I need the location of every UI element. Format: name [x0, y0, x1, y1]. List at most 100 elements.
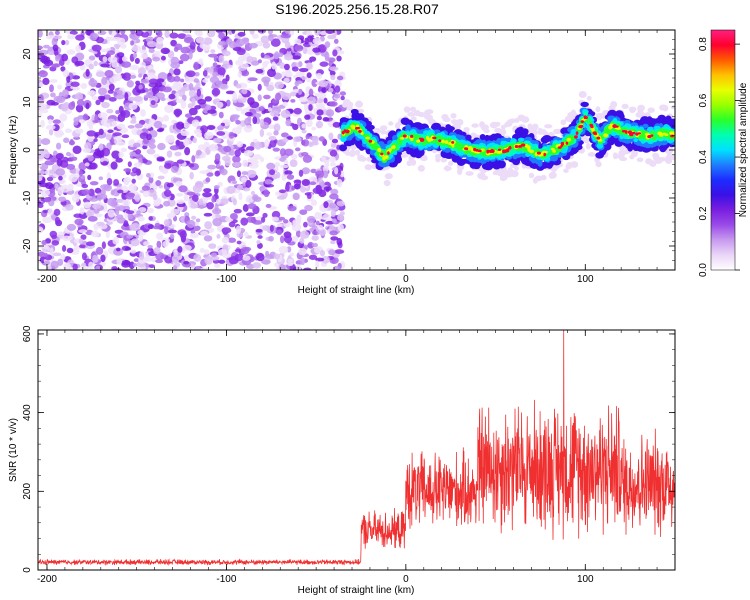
spectrogram-cell	[51, 234, 58, 239]
spectrogram-cell	[410, 106, 416, 112]
spectrogram-cell	[66, 49, 76, 55]
spectrogram-cell	[107, 209, 116, 218]
spectrogram-cell	[246, 216, 255, 223]
spectrogram-cell	[463, 127, 470, 132]
spectrogram-cell	[68, 102, 76, 110]
spectrogram-cell	[263, 189, 270, 198]
spectrogram-cell	[284, 41, 291, 49]
spectrogram-cell	[323, 201, 329, 209]
spectrogram-cell	[131, 178, 136, 184]
spectrogram-cell	[72, 145, 82, 155]
spectrogram-cell	[245, 146, 255, 152]
spectrogram-cell	[112, 132, 122, 137]
spectrogram-cell	[169, 233, 175, 240]
spectrogram-cell	[279, 62, 285, 69]
spectrogram-cell	[315, 184, 322, 192]
spectrogram-cell	[85, 102, 90, 110]
spectrogram-cell	[157, 30, 163, 37]
spectrogram-cell	[274, 81, 284, 90]
spectrogram-cell	[194, 180, 204, 189]
spectrogram-cell	[134, 57, 140, 65]
spectrogram-cell	[121, 61, 132, 68]
spectrogram-cell	[98, 143, 104, 151]
spectrogram-cell	[217, 249, 228, 256]
spectrogram-cell	[43, 59, 54, 67]
spectrogram-cell	[563, 168, 569, 173]
spectrogram-cell	[48, 128, 54, 136]
spectrogram-cell	[147, 244, 153, 249]
spectrogram-cell	[127, 125, 135, 129]
spectrogram-cell	[207, 164, 217, 170]
spectrogram-cell	[242, 159, 249, 168]
spectrogram-cell	[290, 153, 298, 160]
spectrogram-cell	[177, 33, 187, 39]
spectrogram-cell	[330, 74, 336, 81]
spectrogram-cell	[91, 203, 102, 209]
spectrogram-cell	[268, 235, 274, 242]
spectrogram-cell	[184, 146, 191, 156]
spectrogram-cell	[84, 162, 90, 167]
spectrogram-cell	[169, 145, 180, 151]
spectrogram-cell	[54, 183, 59, 190]
spectrogram-cell	[329, 230, 338, 236]
spectrogram-cell	[39, 82, 44, 87]
spectrogram-cell	[213, 56, 218, 62]
spectrogram-cell	[155, 259, 164, 264]
spectrogram-cell	[74, 218, 84, 226]
spectrogram-cell	[222, 60, 230, 69]
spectrogram-cell	[188, 83, 194, 91]
spectrogram-cell	[272, 147, 280, 152]
spectrogram-cell	[330, 188, 339, 195]
spectrogram-cell	[152, 202, 160, 207]
spectrogram-cell	[383, 179, 391, 187]
spectrogram-cell	[336, 178, 343, 188]
spectrogram-cell	[38, 203, 44, 209]
spectrogram-cell	[328, 87, 334, 93]
spectrogram-cell	[293, 107, 302, 115]
spectrogram-cell	[124, 92, 129, 101]
spectrogram-cell	[43, 252, 48, 258]
spectrogram-cell	[195, 218, 201, 223]
spectrogram-cell	[380, 129, 386, 135]
spectrogram-cell	[299, 257, 306, 266]
spectrogram-cell	[388, 121, 394, 126]
spectrogram-cell	[304, 114, 311, 120]
spectrogram-cell	[489, 121, 498, 129]
spectrogram-cell	[323, 97, 328, 104]
spectrogram-cell	[95, 36, 104, 44]
spectrogram-cell	[116, 214, 124, 220]
spectrogram-cell	[214, 153, 221, 162]
spectrogram-cell	[199, 247, 205, 254]
spectrogram-cell	[183, 37, 194, 44]
spectrogram-cell	[308, 88, 314, 97]
spectrogram-cell	[350, 144, 357, 150]
spectrogram-cell	[92, 254, 98, 263]
spectrogram-cell	[202, 192, 213, 198]
spectrogram-cell	[612, 152, 619, 160]
spectrogram-cell	[83, 201, 92, 209]
spectrogram-cell	[175, 98, 185, 104]
spectrogram-cell	[406, 160, 412, 167]
spectrogram-cell	[315, 220, 320, 226]
spectrogram-cell	[55, 142, 62, 150]
spectrogram-cell	[285, 118, 292, 127]
spectrogram-cell	[146, 40, 157, 48]
spectrogram-cell	[114, 208, 120, 216]
spectrogram-cell	[156, 36, 164, 45]
spectrogram-cell	[153, 120, 163, 129]
spectrogram-cell	[299, 237, 305, 244]
spectrogram-cell	[232, 92, 238, 101]
spectrogram-cell	[219, 198, 229, 205]
spectrogram-cell	[308, 103, 313, 111]
spectrogram-cell	[113, 43, 121, 48]
spectrogram-cell	[50, 92, 56, 98]
spectrogram-cell	[188, 163, 195, 168]
spectrogram-cell	[143, 123, 152, 129]
spectrogram-cell	[345, 151, 351, 156]
spectrogram-cell	[164, 226, 169, 235]
spectrogram-cell	[163, 219, 170, 227]
spectrogram-cell	[88, 197, 99, 202]
spectrogram-cell	[324, 41, 331, 48]
spectrogram-cell	[99, 96, 105, 103]
spectrogram-cell	[636, 157, 644, 163]
